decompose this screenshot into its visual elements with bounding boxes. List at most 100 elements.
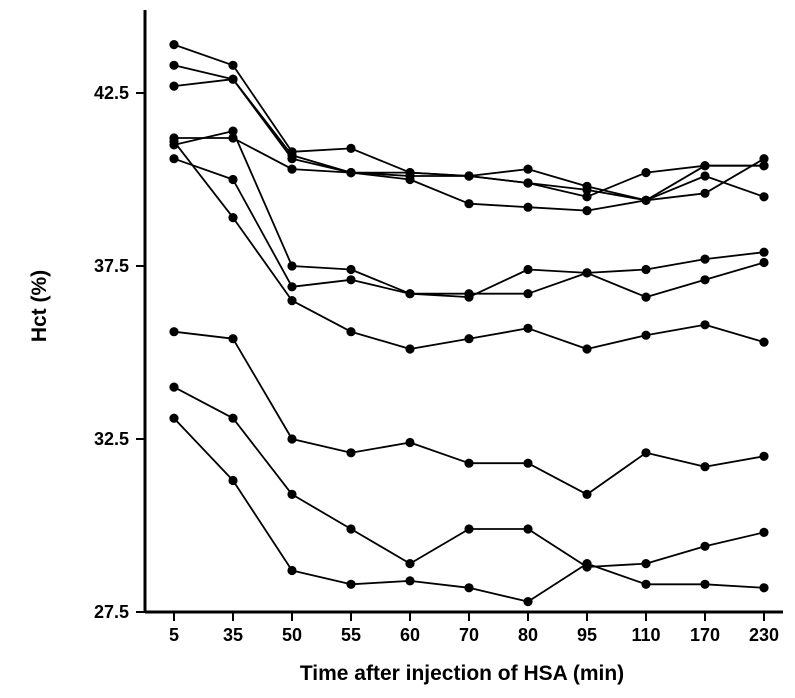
data-point xyxy=(759,337,769,347)
data-point xyxy=(641,559,651,569)
data-point xyxy=(641,579,651,589)
data-point xyxy=(464,199,474,209)
data-point xyxy=(169,40,179,50)
data-point xyxy=(700,462,710,472)
data-point xyxy=(346,264,356,275)
data-point xyxy=(641,168,651,178)
x-tick-label: 70 xyxy=(459,625,479,645)
data-point xyxy=(169,413,179,423)
data-point xyxy=(523,289,533,299)
data-point xyxy=(759,527,769,538)
data-point xyxy=(228,413,238,423)
data-point xyxy=(405,168,415,178)
data-point xyxy=(523,202,533,212)
data-point xyxy=(346,168,356,178)
data-point xyxy=(287,261,297,271)
data-point xyxy=(346,327,356,337)
data-point xyxy=(523,597,533,607)
data-point xyxy=(759,451,769,461)
data-point xyxy=(287,565,297,576)
series-line-10 xyxy=(173,417,765,603)
x-tick-label: 95 xyxy=(577,625,597,645)
data-point xyxy=(287,434,297,444)
data-point xyxy=(582,185,592,195)
data-point xyxy=(523,164,533,174)
y-tick-label: 42.5 xyxy=(94,83,129,103)
data-point xyxy=(169,136,179,146)
data-point xyxy=(169,60,179,70)
data-point xyxy=(641,330,651,340)
data-point xyxy=(228,475,238,486)
data-point xyxy=(523,264,533,275)
data-point xyxy=(523,178,533,188)
y-axis-ticks: 27.5 32.5 37.5 42.5 xyxy=(94,83,145,622)
data-point xyxy=(523,458,533,468)
data-point xyxy=(641,448,651,458)
data-point xyxy=(464,524,474,534)
data-point xyxy=(405,437,415,448)
data-point xyxy=(346,275,356,285)
data-point xyxy=(169,154,179,164)
x-tick-label: 60 xyxy=(400,625,420,645)
data-point xyxy=(582,344,592,354)
x-tick-label: 230 xyxy=(749,625,779,645)
data-point xyxy=(759,583,769,593)
data-point xyxy=(464,583,474,593)
data-point xyxy=(759,161,769,171)
data-point xyxy=(346,448,356,458)
data-point xyxy=(405,344,415,354)
data-point xyxy=(169,81,179,91)
data-point xyxy=(346,524,356,534)
data-point xyxy=(759,192,769,202)
x-tick-label: 35 xyxy=(223,625,243,645)
data-point xyxy=(700,541,710,551)
x-tick-label: 5 xyxy=(169,625,179,645)
data-point xyxy=(700,579,710,589)
y-axis-title: Hct (%) xyxy=(28,270,51,342)
data-point xyxy=(228,334,238,344)
data-point xyxy=(346,579,356,589)
data-point xyxy=(346,143,356,153)
data-point xyxy=(287,296,297,306)
data-point xyxy=(228,133,238,143)
data-point xyxy=(287,164,297,174)
data-point xyxy=(641,264,651,275)
data-point xyxy=(228,213,238,223)
data-point xyxy=(700,161,710,171)
x-axis-title: Time after injection of HSA (min) xyxy=(300,662,624,685)
data-point xyxy=(582,206,592,216)
data-point xyxy=(700,275,710,285)
data-point xyxy=(759,247,769,257)
x-tick-label: 50 xyxy=(282,625,302,645)
series-lines xyxy=(173,43,765,603)
series-line-5 xyxy=(173,130,765,299)
data-point xyxy=(700,320,710,330)
data-point xyxy=(228,126,238,136)
x-axis-ticks: 5 35 50 55 60 70 80 95 110 170 230 xyxy=(169,612,779,645)
y-tick-label: 27.5 xyxy=(94,602,129,622)
data-point xyxy=(464,334,474,344)
data-point xyxy=(464,289,474,299)
x-tick-label: 110 xyxy=(631,625,660,645)
data-point xyxy=(287,282,297,292)
series-points xyxy=(169,40,769,607)
data-point xyxy=(582,192,592,202)
data-point xyxy=(641,195,651,205)
data-point xyxy=(582,489,592,499)
data-point xyxy=(405,576,415,586)
data-point xyxy=(169,382,179,392)
series-line-2 xyxy=(173,64,765,212)
data-point xyxy=(405,289,415,299)
data-point xyxy=(700,254,710,264)
y-tick-label: 32.5 xyxy=(94,429,129,449)
data-point xyxy=(582,559,592,569)
data-point xyxy=(641,292,651,302)
data-point xyxy=(228,74,238,84)
data-point xyxy=(700,188,710,198)
x-tick-label: 80 xyxy=(518,625,538,645)
data-point xyxy=(523,323,533,333)
data-point xyxy=(287,489,297,499)
data-point xyxy=(228,60,238,70)
x-tick-label: 55 xyxy=(341,625,361,645)
